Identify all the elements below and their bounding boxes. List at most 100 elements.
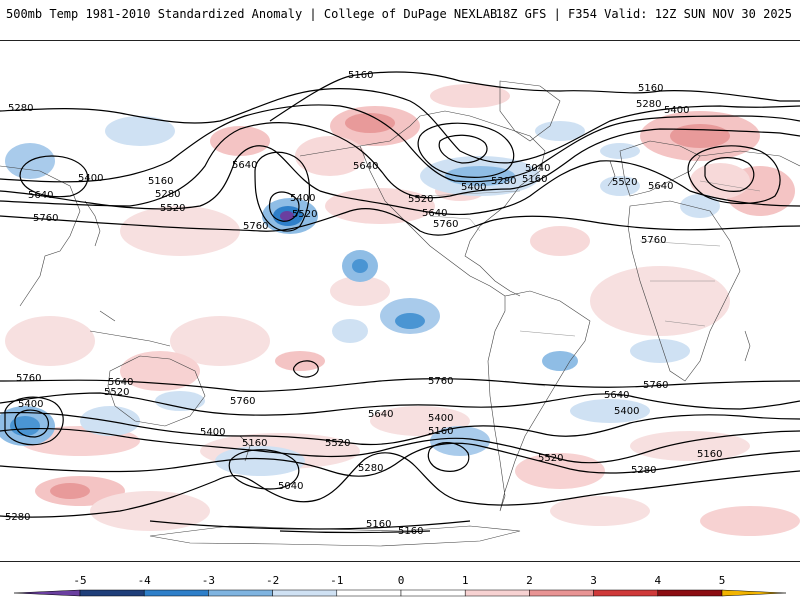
contour-label: 5520: [612, 177, 637, 188]
colorbar-tick-label: 3: [590, 574, 597, 587]
greenland-coast: [499, 80, 561, 142]
warm-anomaly: [210, 126, 270, 156]
contour-label: 5400: [290, 193, 315, 204]
contour-south-low2: [427, 442, 470, 472]
contour-label: 5760: [641, 235, 666, 246]
cold-anomaly: [570, 399, 650, 423]
cold-anomaly: [630, 339, 690, 363]
warm-anomaly: [325, 188, 435, 224]
warm-anomaly: [345, 113, 395, 133]
cold-anomaly: [542, 351, 578, 371]
run-info: 18Z GFS | F354 Valid: 12Z SUN NOV 30 202…: [495, 7, 792, 21]
contour-europe-low-inner: [704, 157, 755, 192]
africa-coast: [627, 200, 741, 382]
colorbar-tick-label: -4: [138, 574, 152, 587]
contour-5160-south: [0, 452, 800, 518]
contour-label: 5160: [638, 83, 663, 94]
contour-5400-south: [0, 427, 800, 464]
contour-label: 5640: [368, 409, 393, 420]
warm-anomaly: [550, 496, 650, 526]
contour-label: 5640: [604, 390, 629, 401]
contour-label: 5760: [243, 221, 268, 232]
colorbar-svg: -5 -4 -3 -2 -1 0 1 2 3 4 5: [13, 574, 787, 597]
colorbar-segment: [593, 589, 659, 597]
cold-anomaly: [332, 319, 368, 343]
cold-anomaly: [430, 426, 490, 456]
cold-anomaly: [600, 176, 640, 196]
colorbar-segment: [400, 589, 466, 597]
cold-anomaly: [395, 313, 425, 329]
map-title: 500mb Temp 1981-2010 Standardized Anomal…: [6, 7, 498, 21]
coastlines: [0, 80, 800, 547]
contour-label: 5280: [631, 465, 656, 476]
north-america-west: [359, 145, 506, 297]
colorbar: -5 -4 -3 -2 -1 0 1 2 3 4 5: [0, 560, 800, 600]
colorbar-segment: [272, 589, 338, 597]
contour-siberia-low: [19, 155, 89, 198]
contour-5640-north: [0, 145, 800, 216]
south-america-coast: [487, 290, 591, 512]
contour-label: 5640: [648, 181, 673, 192]
contour-label: 5400: [664, 105, 689, 116]
warm-anomaly: [530, 226, 590, 256]
contour-label: 5640: [422, 208, 447, 219]
cold-anomaly: [155, 391, 205, 411]
colorbar-tick-label: -5: [73, 574, 86, 587]
contour-label: 5280: [491, 176, 516, 187]
contour-label: 5760: [33, 213, 58, 224]
contour-label: 5280: [5, 512, 30, 523]
uk-coast: [607, 160, 616, 187]
colorbar-segment: [336, 589, 402, 597]
warm-anomaly: [275, 351, 325, 371]
contour-label: 5640: [108, 377, 133, 388]
contour-label: 5520: [408, 194, 433, 205]
contour-5640-south: [0, 392, 800, 416]
contour-label: 5160: [428, 426, 453, 437]
contour-label: 5160: [398, 526, 423, 537]
colorbar-tick-label: 1: [462, 574, 469, 587]
contour-label: 5160: [148, 176, 173, 187]
contour-5160-bottom: [149, 520, 471, 530]
contour-label: 5640: [28, 190, 53, 201]
antarctica-coast: [149, 525, 521, 547]
contour-label: 5760: [643, 380, 668, 391]
colorbar-tick-label: 4: [654, 574, 661, 587]
contour-label: 5280: [8, 103, 33, 114]
colorbar-segment: [208, 589, 273, 597]
contour-label: 5760: [428, 376, 453, 387]
contour-5760-north: [0, 207, 800, 236]
contour-5400-north: [0, 104, 800, 183]
contour-label: 5160: [697, 449, 722, 460]
colorbar-segment: [464, 589, 530, 597]
contour-label: 5760: [16, 373, 41, 384]
warm-anomaly: [630, 431, 750, 461]
colorbar-arrow-right: [721, 589, 787, 597]
warm-anomaly: [330, 276, 390, 306]
contour-5280-north: [0, 88, 800, 164]
colorbar-tick-label: 0: [398, 574, 405, 587]
colorbar-tick-label: -3: [202, 574, 215, 587]
warm-anomaly: [430, 84, 510, 108]
contour-5520-south: [0, 411, 800, 446]
contour-label: 5160: [522, 174, 547, 185]
contour-5160-north: [269, 71, 800, 122]
contour-label: 5760: [433, 219, 458, 230]
cold-anomaly: [352, 259, 368, 273]
contour-south-low: [228, 449, 300, 490]
indonesia-coast: [89, 310, 171, 347]
contour-label: 5280: [636, 99, 661, 110]
contour-europe-low: [687, 145, 781, 205]
contour-label: 5400: [18, 399, 43, 410]
colorbar-segment: [79, 589, 145, 597]
contour-hudson-low-inner: [438, 134, 488, 164]
contour-label: 5520: [292, 209, 317, 220]
colorbar-tick-label: 2: [526, 574, 533, 587]
contour-5280-south: [0, 442, 800, 477]
contour-indian-low: [4, 396, 64, 446]
cold-anomaly: [680, 194, 720, 218]
contour-label: 5520: [104, 387, 129, 398]
contour-labels: 5160 5160 5280 5280 5400 5400 5160 5280 …: [5, 70, 722, 537]
warm-anomaly: [90, 491, 210, 531]
cold-anomaly: [535, 121, 585, 141]
map-panel: 5160 5160 5280 5280 5400 5400 5160 5280 …: [0, 40, 800, 562]
